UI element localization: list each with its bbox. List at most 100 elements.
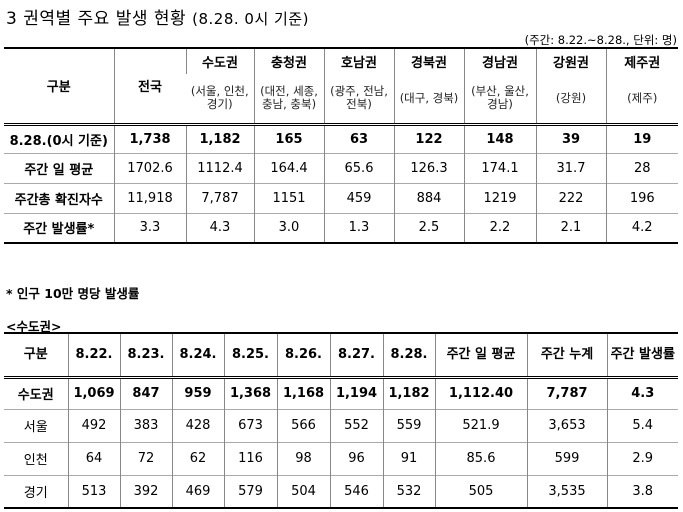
cell: 7,787 bbox=[185, 182, 254, 213]
cell: 96 bbox=[329, 441, 383, 475]
cell: 513 bbox=[67, 474, 120, 508]
cell: 28 bbox=[605, 152, 678, 183]
cell: 116 bbox=[223, 441, 277, 475]
column-header: 8.24. bbox=[171, 333, 224, 377]
cell: 559 bbox=[382, 408, 435, 442]
cell: 126.3 bbox=[393, 152, 464, 183]
cell: 459 bbox=[323, 182, 394, 213]
cell: 62 bbox=[171, 441, 224, 475]
row-label: 경기 bbox=[4, 474, 68, 508]
cell: 3,653 bbox=[526, 408, 607, 442]
cell: 64 bbox=[67, 441, 120, 475]
row-label: 주간 일 평균 bbox=[4, 152, 114, 183]
cell: 1,368 bbox=[223, 375, 277, 409]
column-header: 8.25. bbox=[223, 333, 277, 377]
column-header: 주간 누계 bbox=[526, 333, 607, 377]
cell: 1151 bbox=[253, 182, 324, 213]
cell: 3.0 bbox=[253, 212, 324, 243]
cell: 1,738 bbox=[113, 122, 186, 153]
cell: 222 bbox=[535, 182, 606, 213]
row-label: 주간 발생률* bbox=[4, 212, 114, 243]
cell: 148 bbox=[463, 122, 536, 153]
cell: 72 bbox=[119, 441, 172, 475]
national-label: 전국 bbox=[113, 48, 186, 124]
row-label: 서울 bbox=[4, 408, 68, 442]
cell: 3.8 bbox=[606, 474, 678, 508]
cell: 884 bbox=[393, 182, 464, 213]
cell: 566 bbox=[276, 408, 330, 442]
table-row: 수도권 1,069 847 959 1,368 1,168 1,194 1,18… bbox=[4, 375, 678, 409]
cell: 4.3 bbox=[606, 375, 678, 409]
cell: 85.6 bbox=[434, 441, 527, 475]
region-sub: (서울, 인천, 경기) bbox=[190, 84, 249, 112]
cell: 469 bbox=[171, 474, 224, 508]
cell: 5.4 bbox=[606, 408, 678, 442]
cell: 11,918 bbox=[113, 182, 186, 213]
cell: 164.4 bbox=[253, 152, 324, 183]
cell: 1.3 bbox=[323, 212, 394, 243]
cell: 2.9 bbox=[606, 441, 678, 475]
footnote: * 인구 10만 명당 발생률 bbox=[6, 286, 140, 301]
column-header: 구분 bbox=[23, 346, 48, 362]
column-header: 8.23. bbox=[119, 333, 172, 377]
cell: 7,787 bbox=[526, 375, 607, 409]
cell: 546 bbox=[329, 474, 383, 508]
title-main: 3 권역별 주요 발생 현황 bbox=[6, 9, 187, 29]
cell: 63 bbox=[323, 122, 394, 153]
cell: 98 bbox=[276, 441, 330, 475]
cell: 1,194 bbox=[329, 375, 383, 409]
cell: 91 bbox=[382, 441, 435, 475]
region-name: 경남권 bbox=[463, 48, 536, 74]
table-row: 주간총 확진자수 11,918 7,787 1151 459 884 1219 … bbox=[4, 182, 678, 213]
cell: 3.3 bbox=[113, 212, 186, 243]
cell: 383 bbox=[119, 408, 172, 442]
region-name: 호남권 bbox=[323, 48, 394, 74]
section-label: <수도권> bbox=[6, 319, 62, 334]
cell: 122 bbox=[393, 122, 464, 153]
region-sub: (대구, 경북) bbox=[393, 74, 464, 124]
region-name: 충청권 bbox=[253, 48, 324, 74]
column-header: 8.27. bbox=[329, 333, 383, 377]
cell: 1219 bbox=[463, 182, 536, 213]
table-row: 인천 64 72 62 116 98 96 91 85.6 599 2.9 bbox=[4, 441, 678, 475]
capital-area-daily-table: 구분 8.22. 8.23. 8.24. 8.25. 8.26. 8.27. 8… bbox=[4, 332, 678, 509]
column-header: 주간 일 평균 bbox=[434, 333, 527, 377]
cell: 504 bbox=[276, 474, 330, 508]
region-name: 수도권 bbox=[185, 48, 254, 74]
cell: 174.1 bbox=[463, 152, 536, 183]
table-row: 서울 492 383 428 673 566 552 559 521.9 3,6… bbox=[4, 408, 678, 442]
cell: 1,182 bbox=[382, 375, 435, 409]
cell: 392 bbox=[119, 474, 172, 508]
cell: 1112.4 bbox=[185, 152, 254, 183]
cell: 505 bbox=[434, 474, 527, 508]
cell: 2.2 bbox=[463, 212, 536, 243]
region-name: 경북권 bbox=[393, 48, 464, 74]
cell: 3,535 bbox=[526, 474, 607, 508]
table-row: 주간 일 평균 1702.6 1112.4 164.4 65.6 126.3 1… bbox=[4, 152, 678, 183]
cell: 196 bbox=[605, 182, 678, 213]
cell: 31.7 bbox=[535, 152, 606, 183]
cell: 532 bbox=[382, 474, 435, 508]
cell: 492 bbox=[67, 408, 120, 442]
region-sub: (제주) bbox=[605, 74, 678, 124]
cell: 579 bbox=[223, 474, 277, 508]
cell: 19 bbox=[605, 122, 678, 153]
cell: 521.9 bbox=[434, 408, 527, 442]
column-header: 8.22. bbox=[67, 333, 120, 377]
cell: 959 bbox=[171, 375, 224, 409]
table-row: 경기 513 392 469 579 504 546 532 505 3,535… bbox=[4, 474, 678, 508]
cell: 673 bbox=[223, 408, 277, 442]
row-label: 수도권 bbox=[4, 375, 68, 409]
cell: 4.3 bbox=[185, 212, 254, 243]
unit-note: (주간: 8.22.~8.28., 단위: 명) bbox=[524, 33, 677, 47]
region-sub: (광주, 전남, 전북) bbox=[323, 74, 394, 124]
cell: 1702.6 bbox=[113, 152, 186, 183]
column-header: 주간 발생률 bbox=[606, 333, 678, 377]
cell: 39 bbox=[535, 122, 606, 153]
region-sub: (부산, 울산, 경남) bbox=[463, 74, 536, 124]
cell: 1,168 bbox=[276, 375, 330, 409]
table-row: 8.28.(0시 기준) 1,738 1,182 165 63 122 148 … bbox=[4, 122, 678, 153]
regional-summary-table: 구분 전국 수도권 충청권 호남권 경북권 경남권 강원권 제주권 (서울, 인… bbox=[4, 47, 678, 244]
cell: 599 bbox=[526, 441, 607, 475]
cell: 1,069 bbox=[67, 375, 120, 409]
